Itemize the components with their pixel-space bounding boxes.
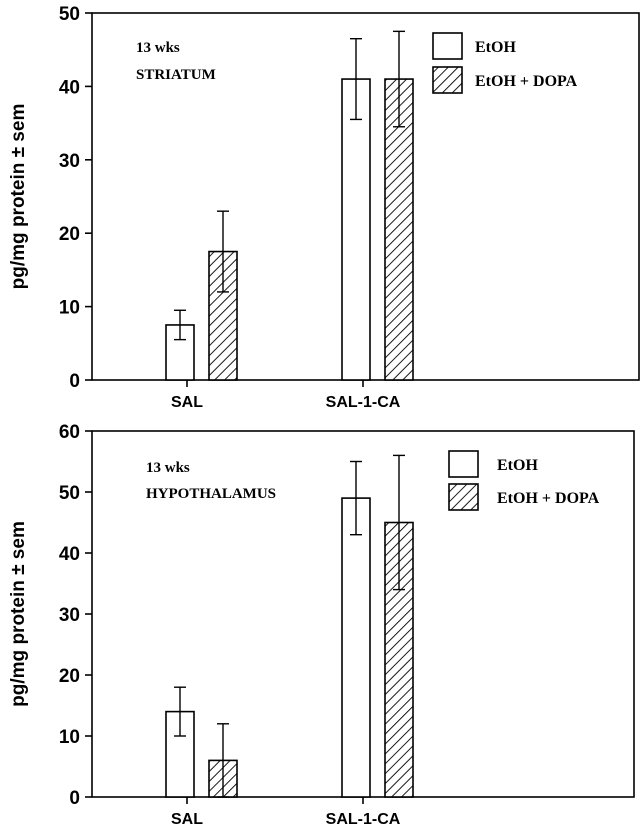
bar-hatched bbox=[384, 78, 414, 381]
bar-open bbox=[165, 324, 195, 381]
y-tick-label: 0 bbox=[69, 788, 80, 809]
legend-swatch bbox=[448, 450, 479, 478]
x-tick-label: SAL-1-CA bbox=[326, 811, 401, 828]
y-tick-label: 20 bbox=[59, 224, 80, 245]
annotation-line: 13 wks bbox=[146, 460, 190, 476]
annotation-line: STRIATUM bbox=[136, 67, 216, 83]
y-axis-label: pg/mg protein ± sem bbox=[8, 521, 29, 707]
y-tick-label: 30 bbox=[59, 605, 80, 626]
legend-swatch bbox=[432, 32, 463, 60]
x-tick-label: SAL-1-CA bbox=[326, 394, 401, 411]
annotation-line: HYPOTHALAMUS bbox=[146, 486, 276, 502]
y-tick-label: 30 bbox=[59, 151, 80, 172]
y-tick-label: 10 bbox=[59, 727, 80, 748]
x-tick-label: SAL bbox=[171, 811, 203, 828]
legend-label: EtOH + DOPA bbox=[497, 490, 600, 507]
x-tick-label: SAL bbox=[171, 394, 203, 411]
legend-swatch bbox=[432, 66, 463, 94]
y-tick-label: 40 bbox=[59, 77, 80, 98]
annotation-line: 13 wks bbox=[136, 40, 180, 56]
legend-swatch bbox=[448, 483, 479, 511]
legend-label: EtOH bbox=[497, 457, 538, 474]
bar-open bbox=[341, 78, 371, 381]
y-tick-label: 20 bbox=[59, 666, 80, 687]
chart-hypothalamus: 0 10 20 30 40 50 60 SAL SAL-1-CA pg/mg protein ± … bbox=[8, 422, 635, 828]
y-axis-label: pg/mg protein ± sem bbox=[8, 104, 29, 290]
y-tick-label: 50 bbox=[59, 483, 80, 504]
bar-open bbox=[341, 497, 371, 798]
chart-striatum: 0 10 20 30 40 50 SAL SAL-1-CA pg/mg protein ± se… bbox=[8, 4, 640, 411]
y-tick-label: 50 bbox=[59, 4, 80, 25]
y-tick-label: 40 bbox=[59, 544, 80, 565]
y-tick-label: 60 bbox=[59, 422, 80, 443]
legend-label: EtOH + DOPA bbox=[475, 73, 578, 90]
legend-label: EtOH bbox=[475, 39, 516, 56]
y-tick-label: 0 bbox=[69, 371, 80, 392]
y-tick-label: 10 bbox=[59, 298, 80, 319]
